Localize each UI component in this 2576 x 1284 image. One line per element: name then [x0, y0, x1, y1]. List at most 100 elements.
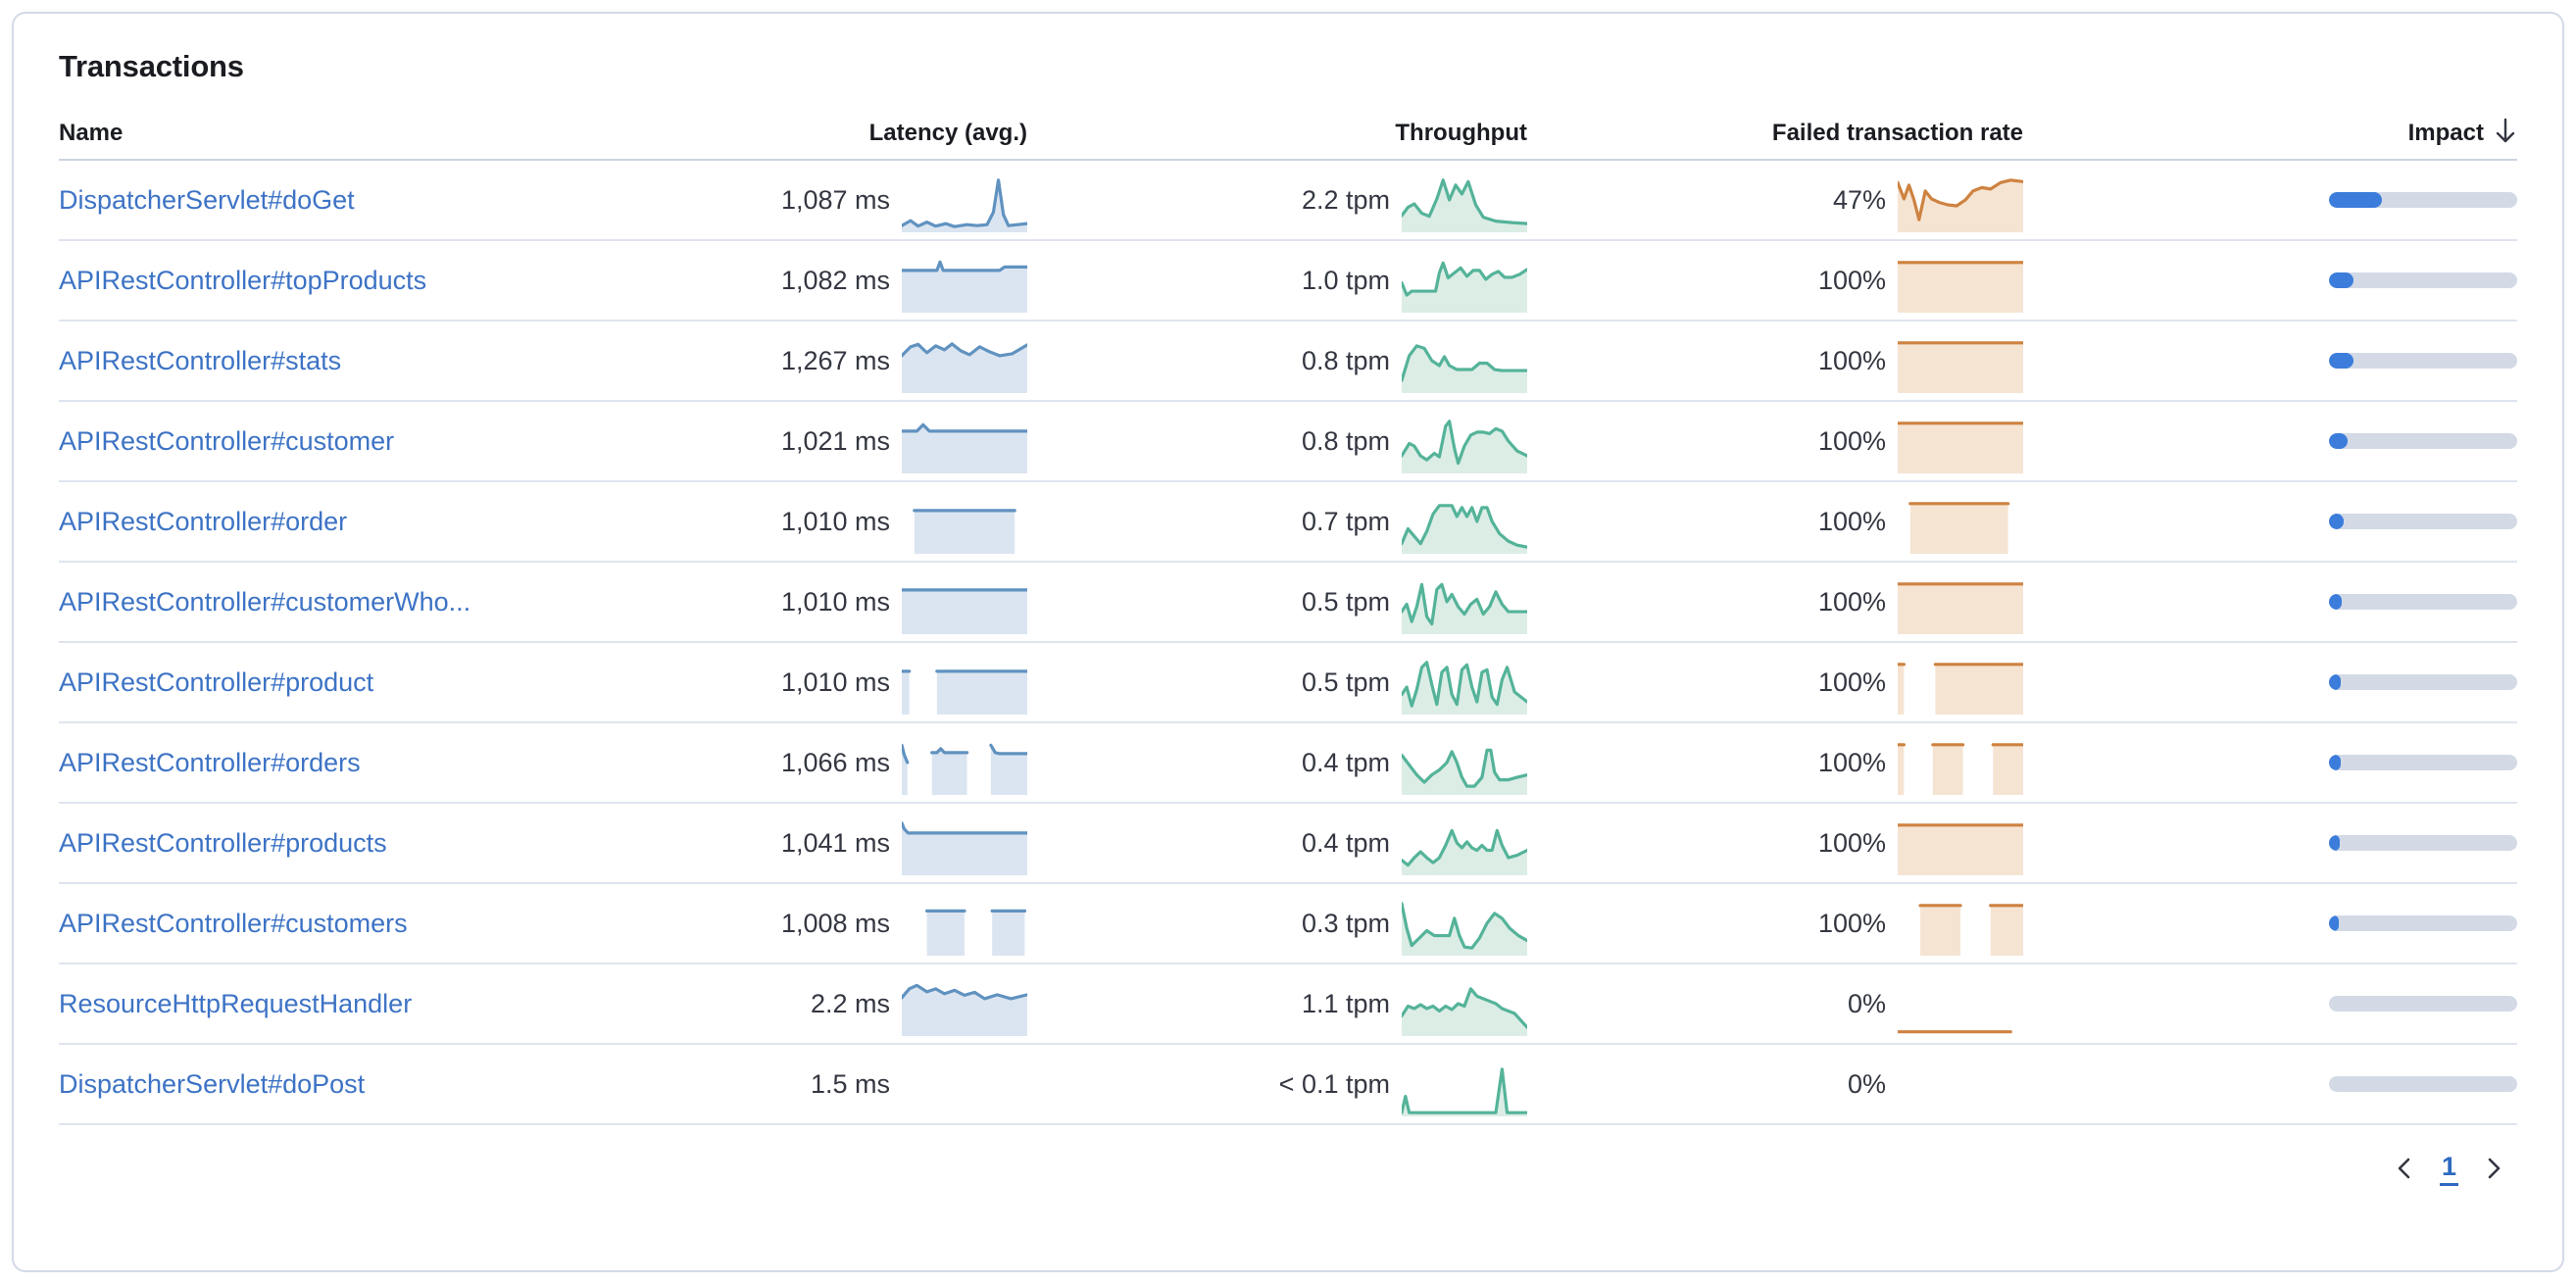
- throughput-sparkline: [1402, 177, 1527, 232]
- transaction-name-link[interactable]: APIRestController#customer: [59, 425, 395, 456]
- throughput-sparkline: [1402, 740, 1527, 795]
- impact-bar-fill: [2329, 272, 2353, 288]
- failed-rate-value: 100%: [1817, 908, 1886, 938]
- transaction-name-link[interactable]: APIRestController#orders: [59, 747, 361, 777]
- failed-rate-sparkline: [1898, 177, 2023, 232]
- latency-value: 1,010 ms: [780, 586, 890, 617]
- impact-bar: [2329, 433, 2517, 449]
- transaction-name-link[interactable]: ResourceHttpRequestHandler: [59, 988, 413, 1018]
- failed-rate-value: 100%: [1817, 586, 1886, 617]
- failed-rate-sparkline: [1898, 981, 2023, 1036]
- throughput-value: < 0.1 tpm: [1278, 1068, 1390, 1099]
- column-header-failed-rate[interactable]: Failed transaction rate: [1771, 120, 2023, 146]
- latency-value: 1,041 ms: [780, 827, 890, 858]
- transaction-name-link[interactable]: APIRestController#customers: [59, 908, 408, 938]
- impact-bar-fill: [2329, 915, 2339, 931]
- latency-sparkline: [902, 419, 1027, 473]
- impact-bar-fill: [2329, 674, 2342, 690]
- latency-value: 1,066 ms: [780, 747, 890, 777]
- throughput-value: 1.1 tpm: [1301, 988, 1390, 1018]
- failed-rate-sparkline: [1898, 419, 2023, 473]
- throughput-sparkline: [1402, 820, 1527, 875]
- transactions-panel: Transactions Name Latency (avg.) Through…: [12, 12, 2564, 1272]
- table-row: APIRestController#topProducts 1,082 ms 1…: [59, 241, 2517, 321]
- throughput-sparkline: [1402, 981, 1527, 1036]
- transaction-name-link[interactable]: DispatcherServlet#doGet: [59, 184, 355, 215]
- transaction-name-link[interactable]: DispatcherServlet#doPost: [59, 1068, 366, 1099]
- latency-sparkline: [902, 1062, 1027, 1116]
- failed-rate-sparkline: [1898, 740, 2023, 795]
- failed-rate-value: 100%: [1817, 667, 1886, 697]
- latency-value: 1,008 ms: [780, 908, 890, 938]
- throughput-value: 0.7 tpm: [1301, 506, 1390, 536]
- table-row: APIRestController#product 1,010 ms 0.5 t…: [59, 643, 2517, 723]
- latency-sparkline: [902, 820, 1027, 875]
- latency-sparkline: [902, 740, 1027, 795]
- table-body: DispatcherServlet#doGet 1,087 ms 2.2 tpm…: [59, 161, 2517, 1125]
- throughput-value: 0.8 tpm: [1301, 345, 1390, 375]
- column-header-impact[interactable]: Impact: [2408, 117, 2517, 151]
- failed-rate-sparkline: [1898, 901, 2023, 956]
- latency-sparkline: [902, 499, 1027, 554]
- latency-sparkline: [902, 258, 1027, 313]
- impact-bar-fill: [2329, 594, 2343, 610]
- impact-bar: [2329, 594, 2517, 610]
- failed-rate-value: 0%: [1847, 1068, 1886, 1099]
- impact-bar: [2329, 353, 2517, 369]
- table-row: APIRestController#orders 1,066 ms 0.4 tp…: [59, 723, 2517, 804]
- failed-rate-value: 0%: [1847, 988, 1886, 1018]
- latency-sparkline: [902, 901, 1027, 956]
- column-header-name[interactable]: Name: [59, 120, 124, 146]
- latency-sparkline: [902, 981, 1027, 1036]
- throughput-sparkline: [1402, 499, 1527, 554]
- latency-sparkline: [902, 579, 1027, 634]
- failed-rate-value: 100%: [1817, 747, 1886, 777]
- column-header-throughput[interactable]: Throughput: [1395, 120, 1527, 146]
- table-row: APIRestController#order 1,010 ms 0.7 tpm…: [59, 482, 2517, 563]
- impact-bar: [2329, 996, 2517, 1012]
- latency-sparkline: [902, 177, 1027, 232]
- column-header-impact-label: Impact: [2407, 120, 2484, 146]
- next-page-button[interactable]: [2474, 1149, 2513, 1188]
- latency-value: 1,082 ms: [780, 265, 890, 295]
- throughput-sparkline: [1402, 338, 1527, 393]
- throughput-value: 1.0 tpm: [1301, 265, 1390, 295]
- throughput-sparkline: [1402, 1062, 1527, 1116]
- panel-title: Transactions: [59, 49, 244, 83]
- table-row: APIRestController#customerWho... 1,010 m…: [59, 563, 2517, 643]
- latency-value: 1.5 ms: [810, 1068, 890, 1099]
- throughput-value: 0.5 tpm: [1301, 667, 1390, 697]
- failed-rate-value: 100%: [1817, 425, 1886, 456]
- failed-rate-sparkline: [1898, 820, 2023, 875]
- failed-rate-value: 100%: [1817, 345, 1886, 375]
- throughput-value: 0.4 tpm: [1301, 827, 1390, 858]
- latency-value: 1,267 ms: [780, 345, 890, 375]
- failed-rate-value: 100%: [1817, 827, 1886, 858]
- transaction-name-link[interactable]: APIRestController#topProducts: [59, 265, 427, 295]
- impact-bar-fill: [2329, 192, 2382, 208]
- latency-value: 1,010 ms: [780, 667, 890, 697]
- transaction-name-link[interactable]: APIRestController#order: [59, 506, 348, 536]
- impact-bar-fill: [2329, 755, 2341, 770]
- impact-bar: [2329, 674, 2517, 690]
- impact-bar: [2329, 835, 2517, 851]
- latency-sparkline: [902, 660, 1027, 715]
- transaction-name-link[interactable]: APIRestController#product: [59, 667, 374, 697]
- column-header-latency[interactable]: Latency (avg.): [868, 120, 1027, 146]
- latency-sparkline: [902, 338, 1027, 393]
- impact-bar: [2329, 514, 2517, 529]
- pagination: 1: [59, 1149, 2517, 1188]
- page-number-current[interactable]: 1: [2439, 1152, 2458, 1186]
- impact-bar: [2329, 755, 2517, 770]
- impact-bar-fill: [2329, 433, 2349, 449]
- impact-bar: [2329, 1076, 2517, 1092]
- transaction-name-link[interactable]: APIRestController#stats: [59, 345, 342, 375]
- failed-rate-sparkline: [1898, 1062, 2023, 1116]
- impact-bar-fill: [2329, 514, 2345, 529]
- previous-page-button[interactable]: [2385, 1149, 2424, 1188]
- transaction-name-link[interactable]: APIRestController#customerWho...: [59, 586, 471, 617]
- throughput-value: 2.2 tpm: [1301, 184, 1390, 215]
- throughput-value: 0.5 tpm: [1301, 586, 1390, 617]
- transaction-name-link[interactable]: APIRestController#products: [59, 827, 387, 858]
- impact-bar-fill: [2329, 835, 2340, 851]
